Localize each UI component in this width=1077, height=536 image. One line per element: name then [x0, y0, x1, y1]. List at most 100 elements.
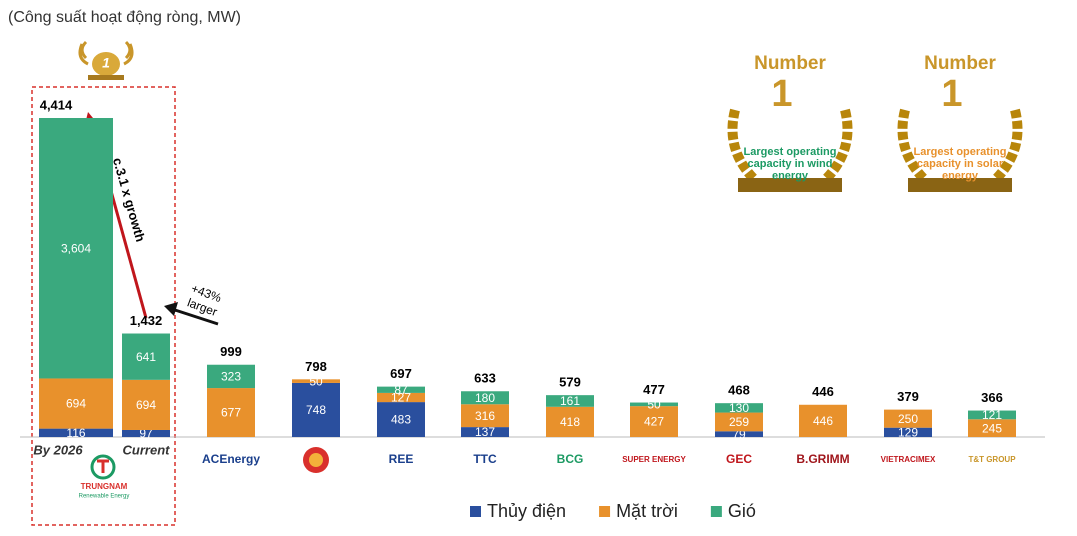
legend-swatch — [710, 506, 722, 517]
segment-label: 3,604 — [61, 241, 91, 255]
segment-label: 245 — [982, 421, 1002, 435]
segment-label: 748 — [306, 403, 326, 417]
segment-label: 161 — [560, 394, 580, 408]
segment-label: 323 — [221, 370, 241, 384]
segment-label: 129 — [898, 426, 918, 440]
badge-text: Largest operating — [744, 146, 837, 158]
laurel — [897, 108, 1023, 184]
legend-label: Thủy điện — [487, 501, 566, 521]
larger-arrowhead — [164, 302, 178, 316]
x-tick-label: By 2026 — [33, 442, 83, 457]
growth-label: c.3.1 x growth — [110, 156, 148, 244]
total-label: 999 — [220, 344, 242, 359]
segment-label: 483 — [391, 413, 411, 427]
bar-segment — [122, 379, 170, 430]
bar-segment — [546, 395, 594, 407]
total-label: 697 — [390, 366, 412, 381]
segment-label: 427 — [644, 415, 664, 429]
segment-label: 259 — [729, 415, 749, 429]
company-logo: T&T GROUP — [968, 455, 1016, 464]
company-logo: BCG — [557, 452, 584, 466]
segment-label: 418 — [560, 415, 580, 429]
segment-label: 127 — [391, 391, 411, 405]
company-logo: REE — [389, 452, 414, 466]
bar-segment — [715, 412, 763, 432]
segment-label: 446 — [813, 414, 833, 428]
badge-top: Number — [924, 53, 996, 74]
total-label: 468 — [728, 383, 750, 398]
legend-swatch — [470, 506, 481, 517]
total-label: 366 — [981, 390, 1003, 405]
segment-label: 694 — [136, 398, 156, 412]
segment-label: 50 — [309, 374, 323, 388]
bar-segment — [884, 409, 932, 428]
segment-label: 694 — [66, 397, 86, 411]
segment-label: 50 — [647, 398, 661, 412]
segment-label: 137 — [475, 425, 495, 439]
bar-segment — [630, 402, 678, 407]
segment-label: 97 — [139, 427, 153, 441]
bar-segment — [546, 406, 594, 437]
badge-text: capacity in solar — [917, 158, 1004, 170]
company-logo — [309, 453, 323, 467]
company-logo: VIETRACIMEX — [881, 455, 936, 464]
segment-label: 121 — [982, 408, 1002, 422]
total-label: 477 — [643, 382, 665, 397]
trungnam-logo — [90, 454, 116, 480]
bar-segment — [799, 404, 847, 437]
logo-sub: Renewable Energy — [79, 494, 130, 500]
bar-segment — [39, 378, 113, 429]
badge-text: Largest operating — [914, 146, 1007, 158]
bar-segment — [968, 410, 1016, 420]
bar-segment — [461, 427, 509, 437]
total-label: 379 — [897, 389, 919, 404]
segment-label: 87 — [394, 383, 408, 397]
bar-segment — [715, 403, 763, 413]
segment-label: 316 — [475, 409, 495, 423]
total-label: 579 — [559, 375, 581, 390]
company-logo: ACEnergy — [202, 452, 260, 466]
bar-segment — [377, 386, 425, 393]
badge-text: energy — [772, 170, 809, 182]
segment-label: 180 — [475, 391, 495, 405]
total-label: 1,432 — [130, 313, 163, 328]
rank-number: 1 — [102, 55, 110, 71]
badge-ribbon — [738, 178, 842, 192]
segment-label: 641 — [136, 350, 156, 364]
bar-segment — [377, 402, 425, 437]
rank-badge — [78, 40, 134, 80]
bar-segment — [461, 391, 509, 405]
legend-label: Gió — [728, 501, 756, 521]
badge-top: Number — [754, 53, 826, 74]
x-tick-label: Current — [123, 442, 171, 457]
company-logo: GEC — [726, 452, 752, 466]
total-label: 633 — [474, 371, 496, 386]
badge-text: energy — [942, 170, 979, 182]
chart-title: (Công suất hoạt động ròng, MW) — [8, 9, 241, 26]
company-logo: SUPER ENERGY — [622, 455, 686, 464]
total-label: 798 — [305, 359, 327, 374]
bar-segment — [377, 392, 425, 403]
segment-label: 116 — [66, 426, 85, 440]
bar-segment — [461, 404, 509, 428]
bar-segment — [122, 333, 170, 380]
bar-segment — [207, 388, 255, 437]
logo-label: TRUNGNAM — [81, 482, 128, 491]
badge-text: capacity in wind — [748, 158, 833, 170]
bar-segment — [968, 419, 1016, 437]
segment-label: 130 — [729, 401, 749, 415]
segment-label: 250 — [898, 412, 918, 426]
bar-segment — [715, 431, 763, 437]
company-logo: TTC — [473, 452, 497, 466]
bar-segment — [292, 382, 340, 437]
bar-segment — [207, 364, 255, 389]
badge-number: 1 — [771, 73, 792, 115]
total-label: 4,414 — [40, 97, 73, 112]
legend-label: Mặt trời — [616, 501, 678, 521]
legend-swatch — [599, 506, 611, 517]
bar-segment — [39, 118, 113, 379]
laurel — [727, 108, 853, 184]
bar-segment — [292, 379, 340, 383]
badge-ribbon — [908, 178, 1012, 192]
